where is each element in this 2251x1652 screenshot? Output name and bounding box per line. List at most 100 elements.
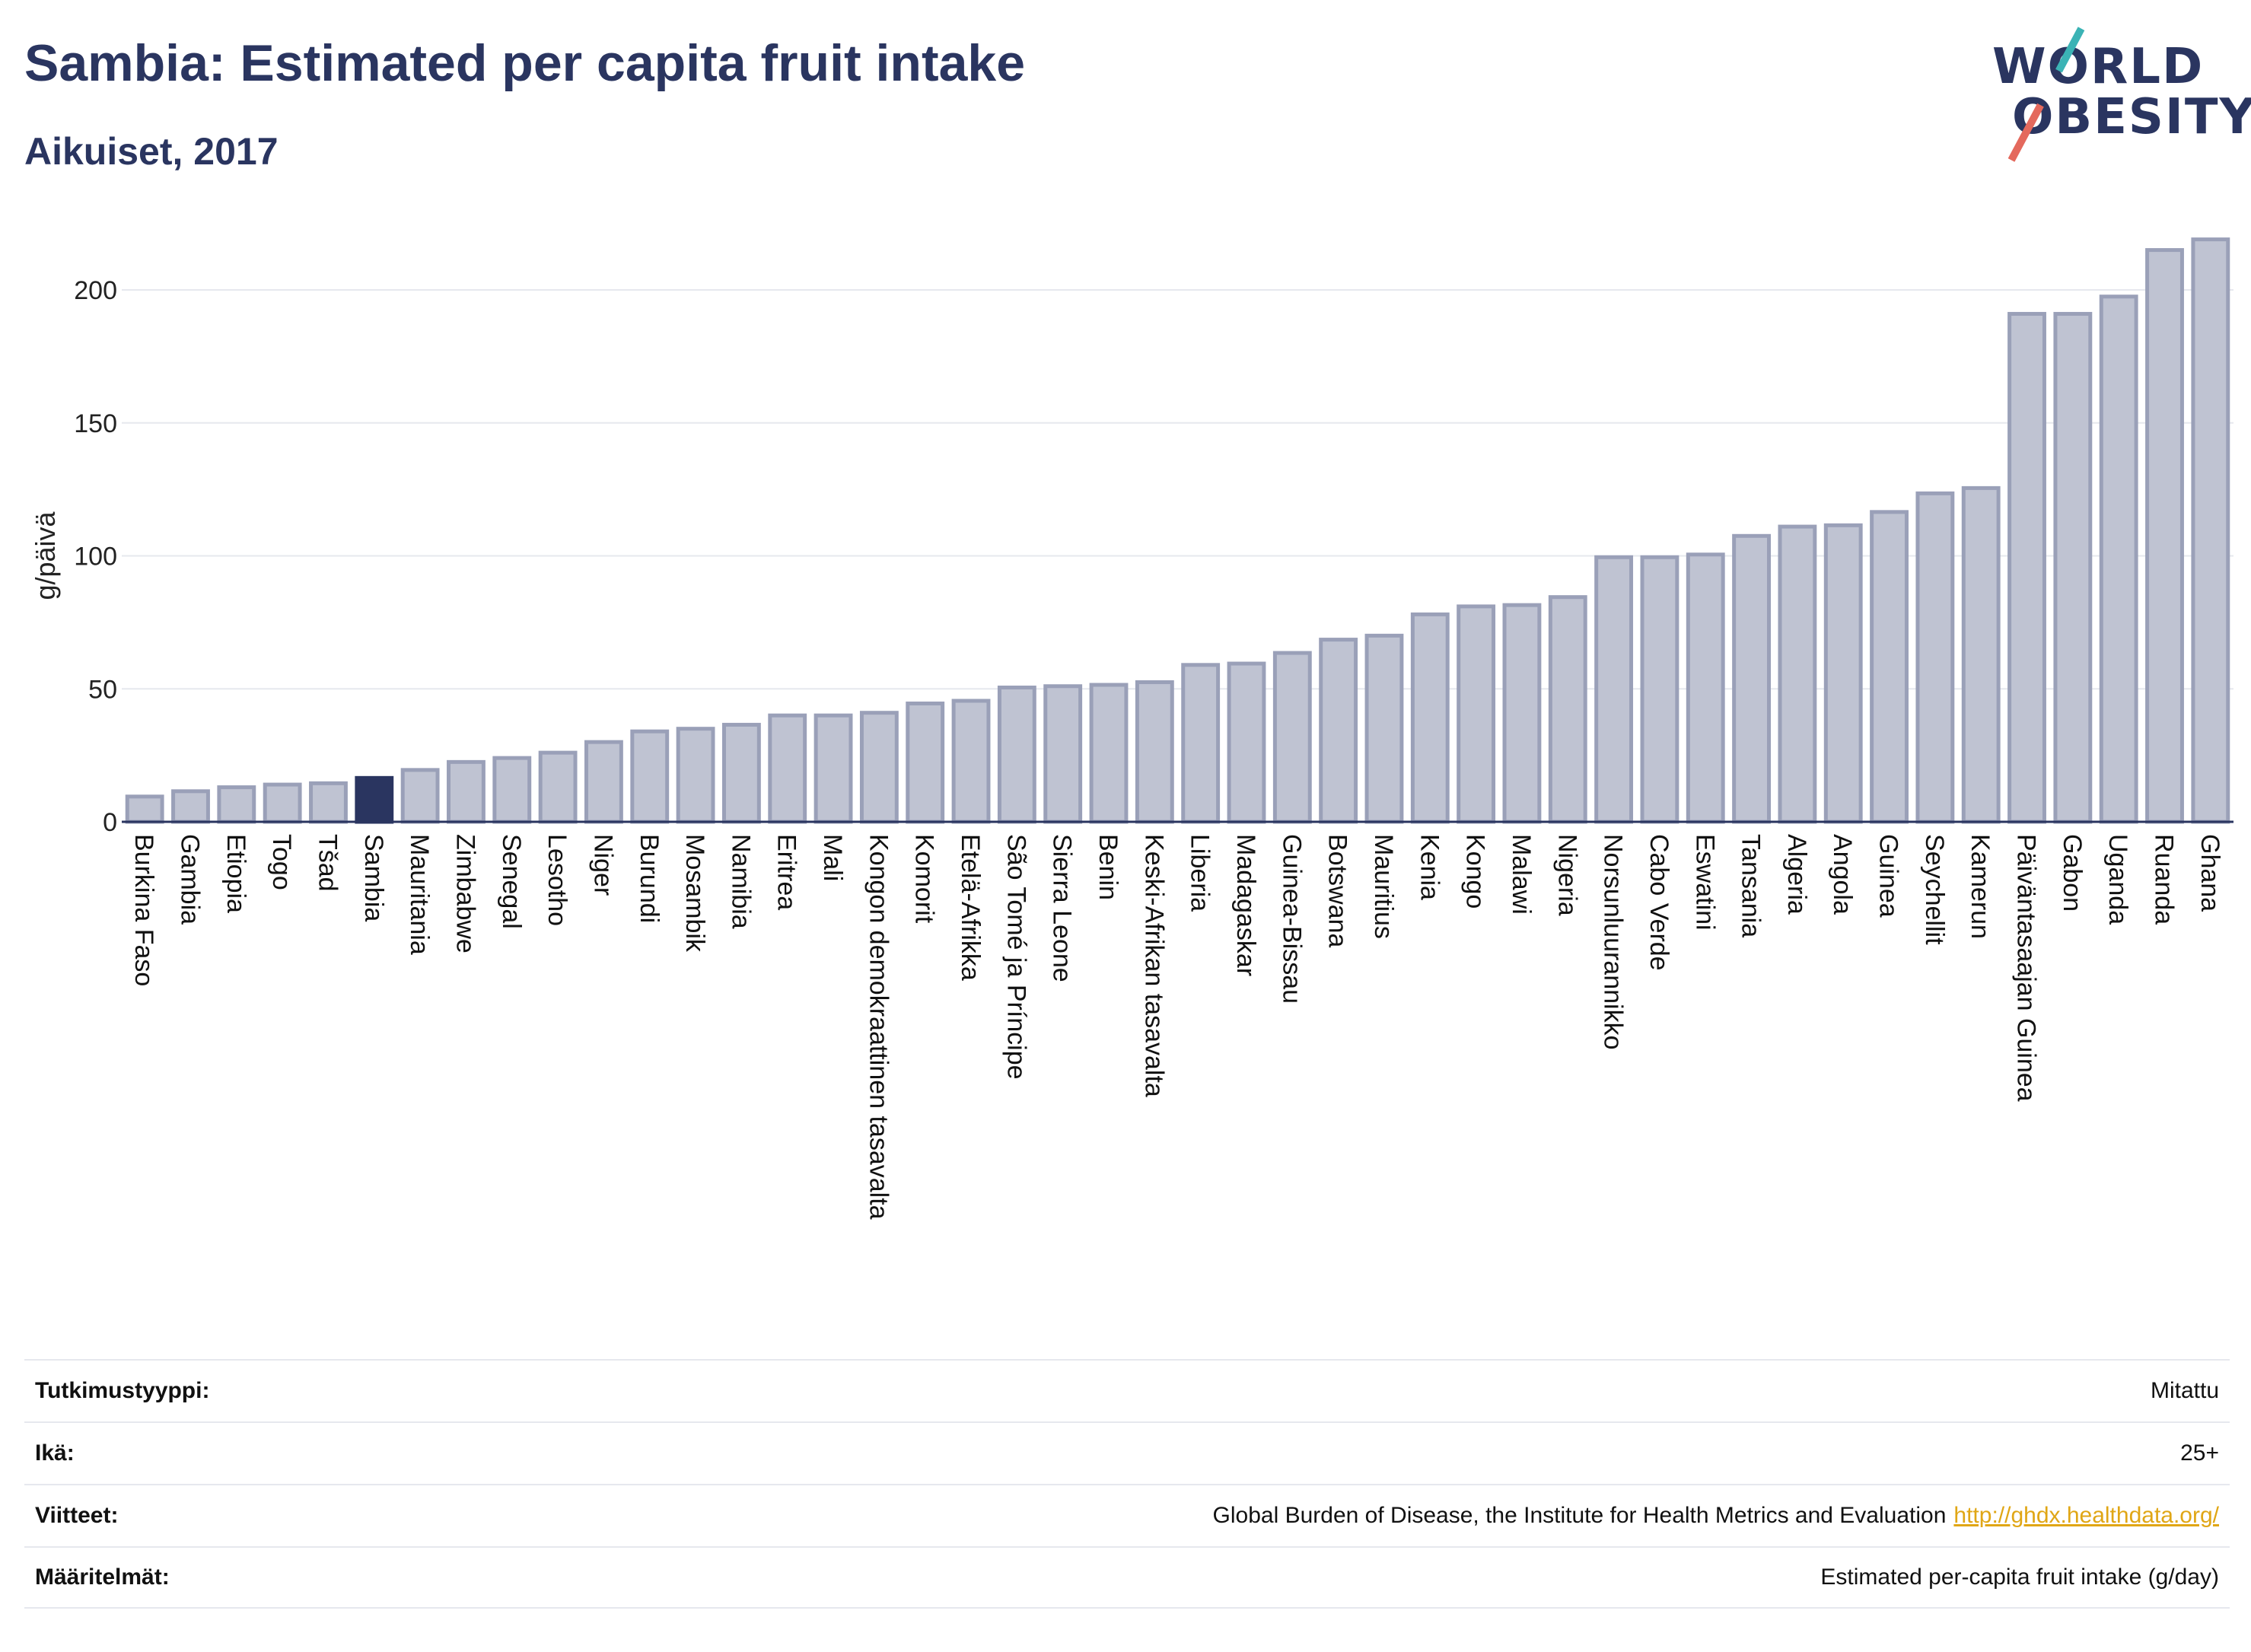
bar <box>1961 485 2001 824</box>
x-tick-label: Tansania <box>1737 834 1765 937</box>
x-tick-label: Niger <box>588 834 617 896</box>
bar <box>447 759 486 824</box>
y-axis-label: g/päivä <box>30 511 61 600</box>
bar <box>171 789 210 824</box>
info-label: Viitteet: <box>35 1503 119 1528</box>
x-tick-label: Etiopia <box>221 834 250 913</box>
info-label: Tutkimustyyppi: <box>35 1378 210 1403</box>
x-tick-label: Zimbabwe <box>451 834 479 953</box>
x-tick-label: São Tomé ja Príncipe <box>1001 834 1030 1080</box>
info-value-references: Global Burden of Disease, the Institute … <box>1213 1503 2219 1529</box>
bar <box>584 740 623 824</box>
bar <box>1594 555 1634 824</box>
x-tick-label: Malawi <box>1507 834 1536 915</box>
y-tick-label: 200 <box>74 276 117 305</box>
x-tick-label: Burkina Faso <box>129 834 158 986</box>
x-tick-label: Benin <box>1094 834 1122 900</box>
world-obesity-logo: WORLD OBESITY <box>1979 23 2251 162</box>
y-tick-label: 150 <box>74 409 117 438</box>
logo-word-2: OBESITY <box>2012 89 2251 145</box>
bar <box>2099 294 2138 824</box>
x-tick-label: Ghana <box>2195 834 2224 912</box>
x-tick-label: Kongo <box>1461 834 1490 909</box>
bar <box>1089 683 1129 824</box>
info-value: Estimated per-capita fruit intake (g/day… <box>1820 1564 2219 1590</box>
info-row-references: Viitteet: Global Burden of Disease, the … <box>24 1484 2230 1546</box>
x-tick-label: Mauritania <box>405 834 434 955</box>
bar <box>263 782 302 824</box>
x-tick-label: Seychellit <box>1920 834 1949 945</box>
bar <box>1410 612 1450 824</box>
info-row-study-type: Tutkimustyyppi: Mitattu <box>24 1359 2230 1421</box>
bar <box>997 686 1036 824</box>
info-label: Määritelmät: <box>35 1564 170 1590</box>
bar-highlight <box>355 775 394 824</box>
x-tick-label: Liberia <box>1186 834 1215 912</box>
bar <box>2145 248 2184 824</box>
bar <box>630 729 670 824</box>
x-tick-label: Komorit <box>910 834 939 924</box>
reference-text: Global Burden of Disease, the Institute … <box>1212 1503 1947 1528</box>
x-tick-label: Senegal <box>497 834 526 929</box>
x-tick-label: Ruanda <box>2150 834 2179 925</box>
x-tick-label: Guinea <box>1874 834 1903 918</box>
bar <box>1227 661 1266 824</box>
bar <box>492 756 532 824</box>
bar <box>1457 604 1496 824</box>
x-tick-label: Uganda <box>2103 834 2132 925</box>
x-tick-label: Eritrea <box>772 834 801 910</box>
chart-title: Sambia: Estimated per capita fruit intak… <box>24 34 1026 92</box>
y-tick-label: 100 <box>74 543 117 571</box>
x-tick-label: Kongon demokraattinen tasavalta <box>864 834 893 1220</box>
bar <box>859 711 899 824</box>
bar <box>2007 311 2046 824</box>
x-tick-label: Cabo Verde <box>1644 834 1673 971</box>
y-tick-label: 0 <box>103 808 117 837</box>
x-tick-label: Keski-Afrikan tasavalta <box>1139 834 1168 1097</box>
bar <box>400 768 440 824</box>
x-tick-label: Gabon <box>2058 834 2087 912</box>
info-row-definitions: Määritelmät: Estimated per-capita fruit … <box>24 1546 2230 1609</box>
info-row-age: Ikä: 25+ <box>24 1421 2230 1484</box>
x-tick-label: Namibia <box>726 834 755 929</box>
bar <box>1823 523 1863 824</box>
info-value: 25+ <box>2180 1440 2219 1466</box>
logo-word-1: WORLD <box>1992 39 2205 95</box>
reference-link[interactable]: http://ghdx.healthdata.org/ <box>1953 1503 2219 1528</box>
bar <box>1732 533 1771 824</box>
bar <box>2191 237 2230 824</box>
x-tick-label: Guinea-Bissau <box>1277 834 1306 1004</box>
x-tick-label: Sambia <box>359 834 388 921</box>
bar <box>1364 633 1404 824</box>
bar <box>1272 651 1312 824</box>
bar <box>1915 491 1955 824</box>
bar <box>1548 595 1587 824</box>
x-tick-label: Mali <box>818 834 847 881</box>
bar <box>309 781 348 824</box>
bar <box>125 794 164 824</box>
bar <box>906 701 945 824</box>
bar <box>1181 663 1221 824</box>
bar <box>2053 311 2093 824</box>
bar <box>1778 524 1817 824</box>
bar <box>721 722 761 824</box>
x-tick-label: Kamerun <box>1966 834 1995 939</box>
info-table: Tutkimustyyppi: Mitattu Ikä: 25+ Viittee… <box>24 1359 2230 1609</box>
bar <box>1870 510 1909 824</box>
info-value: Mitattu <box>2150 1378 2219 1403</box>
x-tick-label: Gambia <box>175 834 204 925</box>
x-tick-label: Päiväntasaajan Guinea <box>2012 834 2041 1102</box>
x-tick-label: Norsunluurannikko <box>1599 834 1628 1050</box>
bar <box>217 785 256 824</box>
bar <box>951 699 991 824</box>
bar <box>813 713 853 824</box>
bar <box>1043 684 1083 824</box>
x-tick-label: Madagaskar <box>1231 834 1260 976</box>
bar <box>1640 555 1679 824</box>
x-tick-label: Lesotho <box>543 834 572 926</box>
bar-chart: 0 50 100 150 200 g/päivä Burkina Faso Gambia Eti… <box>30 237 2233 1220</box>
y-tick-label: 50 <box>88 675 117 704</box>
x-tick-label: Mauritius <box>1369 834 1398 939</box>
x-tick-label: Botswana <box>1323 834 1352 947</box>
bar <box>538 750 578 824</box>
